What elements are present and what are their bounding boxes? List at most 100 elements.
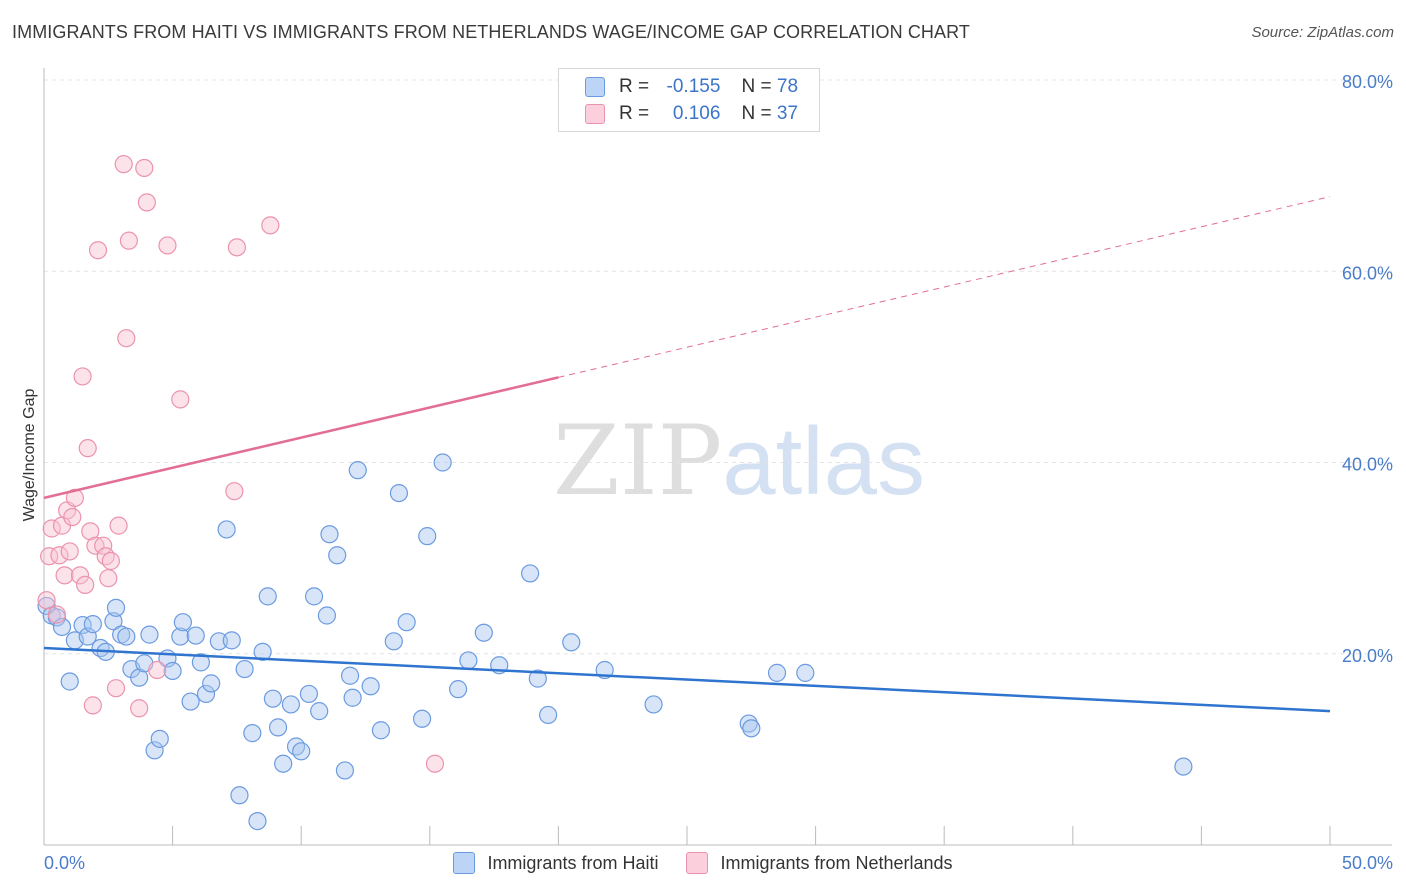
data-point-netherlands <box>227 238 246 257</box>
legend-row-haiti: R = -0.155 N = 78 <box>585 75 798 99</box>
data-point-haiti <box>739 714 758 733</box>
data-point-haiti <box>317 606 337 625</box>
data-point-haiti <box>433 453 452 472</box>
legend-r-value-haiti: -0.155 <box>666 76 721 97</box>
trend-line-netherlands <box>43 376 559 500</box>
data-point-haiti <box>412 709 432 728</box>
trend-line-netherlands-extension <box>558 196 1331 378</box>
data-point-haiti <box>196 684 216 704</box>
y-tick-label: 20.0% <box>1342 646 1393 666</box>
x-tick-labels: 0.0% 50.0% <box>44 853 1393 873</box>
data-point-haiti <box>253 642 272 661</box>
data-point-haiti <box>243 724 262 743</box>
data-point-haiti <box>528 669 547 688</box>
data-point-haiti <box>117 627 136 646</box>
series-netherlands-points <box>37 155 445 773</box>
legend-swatch-netherlands <box>585 104 605 124</box>
data-point-netherlands <box>137 193 156 212</box>
data-point-netherlands <box>99 569 118 588</box>
data-point-haiti <box>202 674 221 693</box>
legend-row-netherlands: R = 0.106 N = 37 <box>585 102 798 126</box>
data-point-netherlands <box>135 158 154 178</box>
data-point-haiti <box>796 663 815 682</box>
y-tick-label: 60.0% <box>1342 263 1393 283</box>
legend-n-label: N = <box>741 76 772 97</box>
data-point-haiti <box>235 659 254 679</box>
x-tick-marks <box>43 826 1331 845</box>
data-point-haiti <box>371 721 391 740</box>
watermark: ZIPatlas <box>553 405 925 517</box>
data-point-haiti <box>104 612 123 631</box>
data-point-netherlands <box>261 216 280 235</box>
data-point-haiti <box>106 598 126 617</box>
legend-n-value-haiti: 78 <box>776 76 799 97</box>
data-point-haiti <box>539 705 558 725</box>
data-point-netherlands <box>78 439 97 458</box>
legend-swatch-haiti <box>453 852 476 874</box>
legend-r-label: R = <box>619 103 650 124</box>
data-point-haiti <box>304 587 324 606</box>
data-point-haiti <box>767 663 787 682</box>
data-point-haiti <box>384 632 403 651</box>
y-tick-label: 40.0% <box>1342 455 1393 475</box>
trend-line-haiti <box>43 646 1331 713</box>
grid-lines <box>44 79 1392 655</box>
data-point-haiti <box>268 718 288 737</box>
data-point-haiti <box>150 729 169 748</box>
data-point-netherlands <box>42 519 61 538</box>
data-point-haiti <box>742 719 761 738</box>
data-point-haiti <box>299 684 319 704</box>
data-point-haiti <box>230 786 249 805</box>
data-point-netherlands <box>63 507 82 527</box>
data-point-netherlands <box>130 699 149 718</box>
data-point-haiti <box>418 527 437 546</box>
chart-title: IMMIGRANTS FROM HAITI VS IMMIGRANTS FROM… <box>12 22 970 42</box>
data-point-haiti <box>83 615 102 634</box>
data-point-haiti <box>274 754 293 773</box>
data-point-netherlands <box>117 329 136 348</box>
data-point-haiti <box>263 689 283 708</box>
data-point-haiti <box>1174 757 1193 776</box>
data-point-netherlands <box>50 546 69 565</box>
data-point-haiti <box>335 761 355 780</box>
data-point-netherlands <box>37 591 56 610</box>
watermark-atlas: atlas <box>722 408 925 515</box>
data-point-haiti <box>248 811 267 831</box>
data-point-haiti <box>292 742 311 761</box>
data-point-haiti <box>140 625 159 644</box>
data-point-haiti <box>340 666 360 685</box>
data-point-netherlands <box>119 231 138 250</box>
series-legend: Immigrants from Haiti Immigrants from Ne… <box>0 852 1406 874</box>
data-point-haiti <box>310 702 329 721</box>
legend-r-label: R = <box>619 76 650 97</box>
legend-swatch-haiti <box>585 77 605 97</box>
data-point-netherlands <box>158 236 177 255</box>
data-point-haiti <box>521 564 540 583</box>
correlation-legend: R = -0.155 N = 78 R = 0.106 N = 37 <box>558 68 820 132</box>
watermark-zip: ZIP <box>553 405 723 517</box>
data-point-haiti <box>258 587 277 606</box>
legend-item-netherlands: Immigrants from Netherlands <box>686 852 953 874</box>
data-point-haiti <box>644 695 663 714</box>
y-tick-label: 80.0% <box>1342 72 1393 92</box>
data-point-netherlands <box>425 754 445 773</box>
legend-label-netherlands: Immigrants from Netherlands <box>720 852 953 873</box>
series-haiti-points <box>37 453 1193 831</box>
data-point-haiti <box>145 741 164 760</box>
legend-item-haiti: Immigrants from Haiti <box>453 852 658 874</box>
data-point-netherlands <box>55 566 74 585</box>
data-point-netherlands <box>47 605 66 624</box>
data-point-haiti <box>222 631 241 650</box>
legend-n-label: N = <box>741 103 772 124</box>
data-point-netherlands <box>60 542 79 561</box>
data-point-haiti <box>173 613 192 632</box>
axes <box>43 68 1392 846</box>
data-point-netherlands <box>81 522 100 541</box>
data-point-haiti <box>459 651 478 670</box>
data-point-netherlands <box>171 390 190 409</box>
data-point-haiti <box>60 672 79 691</box>
legend-swatch-netherlands <box>686 852 709 874</box>
trend-lines <box>43 196 1331 713</box>
x-tick-label: 0.0% <box>44 853 85 873</box>
